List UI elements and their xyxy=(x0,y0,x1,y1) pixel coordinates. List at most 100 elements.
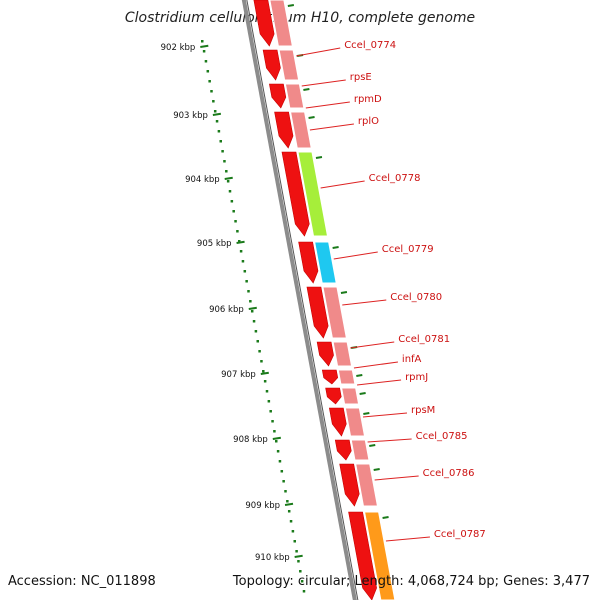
cds-arrow xyxy=(328,407,347,437)
feature-tick xyxy=(369,444,376,447)
scale-tick xyxy=(200,44,209,48)
leader-line xyxy=(362,412,408,418)
gene-label: rplO xyxy=(358,116,379,127)
scale-ruler: 902 kbp 903 kbp 904 kbp 905 kbp 906 kbp 907 k… xyxy=(161,40,306,593)
leader-line xyxy=(353,361,398,369)
scale-dot xyxy=(210,90,213,93)
scale-dot xyxy=(228,190,232,193)
feature-block xyxy=(278,49,300,81)
scale-tick xyxy=(272,436,281,440)
scale-tick xyxy=(224,176,233,180)
scale-tick xyxy=(284,502,294,506)
scale-dot xyxy=(234,220,237,223)
feature-track xyxy=(269,0,396,600)
scale-dot xyxy=(206,70,210,73)
leader-line xyxy=(374,475,419,481)
feature-tick xyxy=(356,374,363,377)
scale-dot xyxy=(221,150,224,153)
scale-dot xyxy=(217,130,221,133)
gene-labels: Ccel_0774 rpsE rpmD rplO Ccel_0778 Ccel_0779 C… xyxy=(296,40,486,542)
gene-label: rpmJ xyxy=(405,372,428,383)
scale-dot xyxy=(284,490,287,493)
gene-label: Ccel_0786 xyxy=(423,468,475,479)
scale-dot xyxy=(226,180,230,183)
scale-dot xyxy=(280,470,284,473)
scale-dot xyxy=(250,310,254,313)
feature-block xyxy=(322,286,347,339)
feature-tick xyxy=(303,88,310,91)
scale-dot xyxy=(219,140,222,143)
scale-dot xyxy=(252,320,256,323)
feature-tick xyxy=(363,412,370,415)
leader-line xyxy=(342,299,387,306)
scale-dot xyxy=(299,570,302,573)
scale-dot xyxy=(276,450,280,453)
scale-dot xyxy=(254,330,258,333)
feature-block xyxy=(355,463,379,507)
scale-dot xyxy=(204,60,208,63)
scale-dot xyxy=(256,340,259,343)
scale-dot xyxy=(269,410,272,413)
scale-dot xyxy=(297,560,300,563)
cds-arrow xyxy=(334,439,352,461)
feature-tick xyxy=(287,4,295,7)
gene-label: rpsM xyxy=(411,405,435,416)
scale-dot xyxy=(289,520,293,523)
scale-dot xyxy=(208,80,211,83)
scale-dot xyxy=(282,480,285,483)
scale-label: 902 kbp xyxy=(161,43,196,53)
scale-dot xyxy=(201,40,204,43)
scale-dot xyxy=(295,550,298,553)
cds-track xyxy=(253,0,377,600)
cds-arrow xyxy=(306,286,329,339)
scale-dot xyxy=(275,440,278,443)
scale-tick xyxy=(294,554,303,558)
feature-block xyxy=(363,511,396,600)
backbone-track xyxy=(241,0,359,600)
scale-dot xyxy=(286,500,289,503)
cds-arrow xyxy=(316,341,334,367)
gene-label: Ccel_0774 xyxy=(344,40,396,51)
scale-label: 910 kbp xyxy=(255,553,290,563)
gene-label: Ccel_0787 xyxy=(434,529,486,540)
gene-label: Ccel_0778 xyxy=(369,173,421,184)
feature-tick xyxy=(373,468,380,471)
scale-tick xyxy=(248,306,257,310)
feature-block xyxy=(337,369,356,385)
scale-dot xyxy=(287,510,291,513)
cds-arrow xyxy=(262,49,281,81)
feature-tick xyxy=(359,392,366,395)
leader-line xyxy=(385,536,430,542)
scale-label: 906 kbp xyxy=(209,305,244,315)
feature-tick xyxy=(308,116,315,119)
scale-dot xyxy=(302,590,306,593)
scale-dot xyxy=(225,170,228,173)
leader-line xyxy=(333,251,378,260)
cds-arrow xyxy=(274,111,294,149)
cds-arrow xyxy=(321,369,339,385)
feature-block xyxy=(344,407,366,437)
scale-dot xyxy=(260,360,263,363)
backbone-edge xyxy=(246,0,359,600)
backbone-line xyxy=(241,0,357,600)
scale-dot xyxy=(265,390,269,393)
scale-dot xyxy=(263,380,267,383)
leader-line xyxy=(367,438,412,443)
scale-tick xyxy=(236,240,245,244)
feature-block xyxy=(350,439,370,461)
scale-dot xyxy=(223,160,226,163)
feature-tick xyxy=(315,156,323,159)
scale-label: 908 kbp xyxy=(233,435,268,445)
scale-dot xyxy=(300,580,304,583)
scale-dot xyxy=(262,370,265,373)
scale-tick xyxy=(212,112,222,116)
scale-dot xyxy=(293,540,296,543)
scale-dot xyxy=(241,260,245,263)
scale-dot xyxy=(239,250,243,253)
cds-arrow xyxy=(348,511,377,600)
scale-dot xyxy=(230,200,234,203)
map-title: Clostridium cellulolyticum H10, complete… xyxy=(124,10,476,26)
feature-block xyxy=(269,0,293,47)
scale-dot xyxy=(213,110,217,113)
